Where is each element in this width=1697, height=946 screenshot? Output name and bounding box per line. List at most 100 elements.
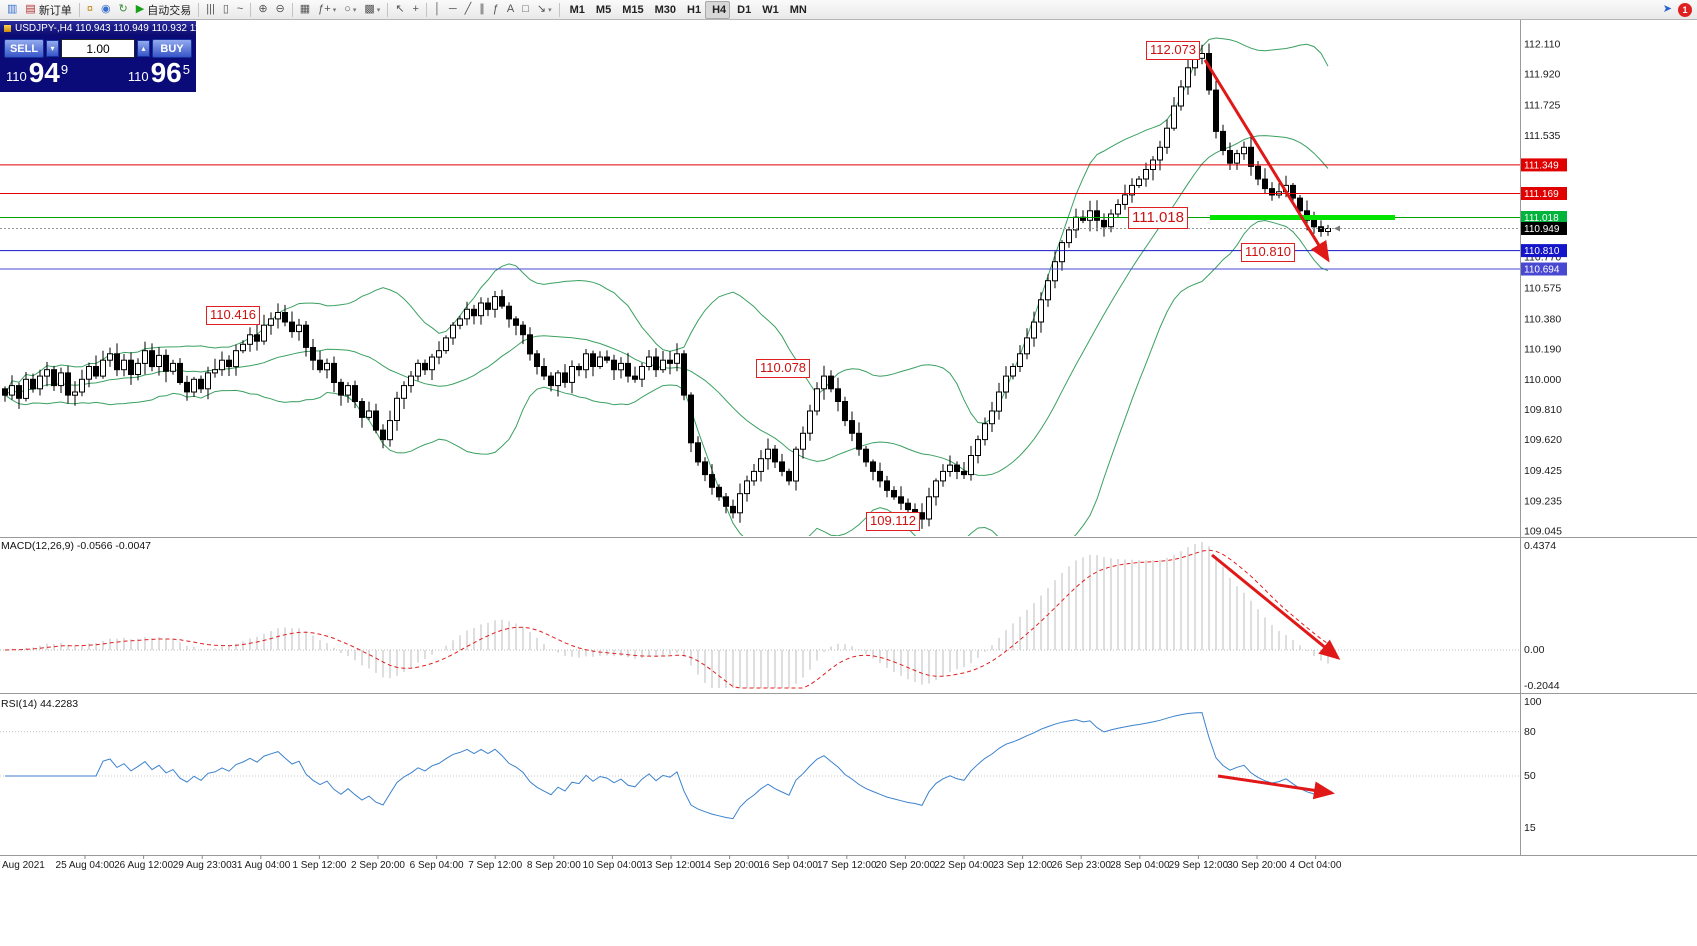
fibonacci-icon[interactable]: ƒ xyxy=(492,3,499,15)
trend-arrow[interactable] xyxy=(1211,553,1341,660)
account-icon[interactable]: ◉ xyxy=(100,3,111,15)
candle xyxy=(975,439,981,457)
candle xyxy=(548,375,554,387)
candle xyxy=(940,470,946,482)
candle xyxy=(646,356,652,367)
candle xyxy=(1220,130,1226,151)
candle xyxy=(947,464,953,473)
trend-arrow[interactable] xyxy=(1217,774,1335,800)
candle xyxy=(954,464,960,473)
candle xyxy=(527,334,533,355)
line-chart-icon[interactable]: ~ xyxy=(236,3,244,15)
zoom-in-icon[interactable]: ⊕ xyxy=(258,3,268,15)
timeframe-m15[interactable]: M15 xyxy=(622,3,644,16)
timeframe-m5[interactable]: M5 xyxy=(595,3,612,16)
timeframe-m1[interactable]: M1 xyxy=(569,3,585,16)
candle xyxy=(359,401,365,418)
time-tick: 6 Sep 04:00 xyxy=(410,860,464,871)
trendline-icon[interactable]: ╱ xyxy=(464,3,472,15)
candle xyxy=(793,448,799,482)
candle xyxy=(856,432,862,450)
candle xyxy=(723,496,729,507)
sell-button[interactable]: SELL xyxy=(4,39,44,58)
rsi-scale-label: 15 xyxy=(1524,822,1536,834)
periods-icon[interactable]: ○ ▾ xyxy=(344,3,357,15)
candle xyxy=(1038,299,1044,323)
bar-chart-icon[interactable]: ||| xyxy=(206,3,215,15)
volume-decrease-button[interactable]: ▾ xyxy=(46,40,59,57)
price-tag-label: 111.018 xyxy=(1524,213,1559,224)
candle xyxy=(800,432,806,450)
timeframe-h1[interactable]: H1 xyxy=(687,3,702,16)
buy-button[interactable]: BUY xyxy=(152,39,192,58)
candle xyxy=(1262,178,1268,190)
price-callout[interactable]: 109.112 xyxy=(866,512,921,531)
new-chart-icon[interactable]: ▥ xyxy=(7,3,18,15)
indicators-icon[interactable]: ƒ+ ▾ xyxy=(318,3,337,15)
time-tick: 16 Sep 04:00 xyxy=(758,860,818,871)
scroll-to-end-icon[interactable]: ➤ xyxy=(1662,3,1672,15)
label-icon[interactable]: □ xyxy=(522,3,529,15)
timeframe-m30[interactable]: M30 xyxy=(654,3,676,16)
candle xyxy=(191,378,197,393)
candle xyxy=(86,366,92,380)
candle xyxy=(261,324,267,342)
volume-increase-button[interactable]: ▴ xyxy=(137,40,150,57)
horizontal-line-icon[interactable]: ─ xyxy=(448,3,457,15)
refresh-icon[interactable]: ↻ xyxy=(118,3,128,15)
candle xyxy=(576,366,582,371)
candle xyxy=(996,391,1002,412)
cursor-icon[interactable]: ↖ xyxy=(395,3,405,15)
time-tick: 20 Sep 20:00 xyxy=(876,860,936,871)
macd-label: MACD(12,26,9) -0.0566 -0.0047 xyxy=(1,540,151,552)
vertical-line-icon[interactable]: │ xyxy=(433,3,441,15)
crosshair-icon[interactable]: + xyxy=(412,3,419,15)
timeframe-mn[interactable]: MN xyxy=(789,3,807,16)
candle xyxy=(555,372,561,387)
funds-icon[interactable]: ¤ xyxy=(86,3,93,15)
candle xyxy=(737,493,743,514)
notifications-badge[interactable]: 1 xyxy=(1678,2,1692,17)
text-icon[interactable]: A xyxy=(506,3,515,15)
price-callout[interactable]: 110.810 xyxy=(1241,243,1296,262)
arrows-tool-icon[interactable]: ↘ ▾ xyxy=(536,3,552,15)
candle xyxy=(1129,184,1135,196)
price-tick: 111.535 xyxy=(1524,130,1561,142)
timeframe-d1[interactable]: D1 xyxy=(737,3,752,16)
channel-icon[interactable]: ∥ xyxy=(479,3,485,15)
time-tick: 29 Aug 23:00 xyxy=(173,860,232,871)
time-tick: 26 Sep 23:00 xyxy=(1051,860,1111,871)
price-tag xyxy=(1521,262,1567,276)
price-callout[interactable]: 110.416 xyxy=(206,306,261,325)
templates-icon[interactable]: ▩ ▾ xyxy=(364,3,381,15)
candlestick-chart-icon[interactable]: ▯ xyxy=(222,3,229,15)
candle xyxy=(849,420,855,434)
chart-symbol-icon xyxy=(4,25,11,32)
time-tick: 26 Aug 12:00 xyxy=(114,860,173,871)
candle xyxy=(667,359,673,364)
zoom-out-icon[interactable]: ⊖ xyxy=(275,3,285,15)
price-callout[interactable]: 112.073 xyxy=(1146,41,1201,60)
price-callout[interactable]: 110.078 xyxy=(756,359,811,378)
new-order-button[interactable]: ▤ 新订单 xyxy=(25,3,72,17)
candle xyxy=(744,480,750,495)
autotrade-button[interactable]: ▶ 自动交易 xyxy=(135,3,192,17)
timeframe-w1[interactable]: W1 xyxy=(762,3,779,16)
candle xyxy=(23,378,29,399)
candle xyxy=(1297,197,1303,212)
volume-input[interactable] xyxy=(61,39,135,58)
price-tag-label: 111.169 xyxy=(1524,189,1559,200)
candle xyxy=(1178,86,1184,107)
tile-windows-icon[interactable]: ▦ xyxy=(299,3,311,15)
time-tick: 29 Sep 12:00 xyxy=(1169,860,1229,871)
trend-arrow[interactable] xyxy=(1203,59,1330,263)
candle xyxy=(541,366,547,377)
candle xyxy=(387,420,393,441)
price-tag-label: 110.949 xyxy=(1524,224,1560,235)
macd-panel xyxy=(4,542,1329,689)
candle xyxy=(1318,226,1324,232)
price-callout[interactable]: 111.018 xyxy=(1128,207,1188,229)
chart-title-bar[interactable]: USDJPY-,H4 110.943 110.949 110.932 110.9… xyxy=(0,21,196,36)
timeframe-h4[interactable]: H4 xyxy=(705,0,731,19)
